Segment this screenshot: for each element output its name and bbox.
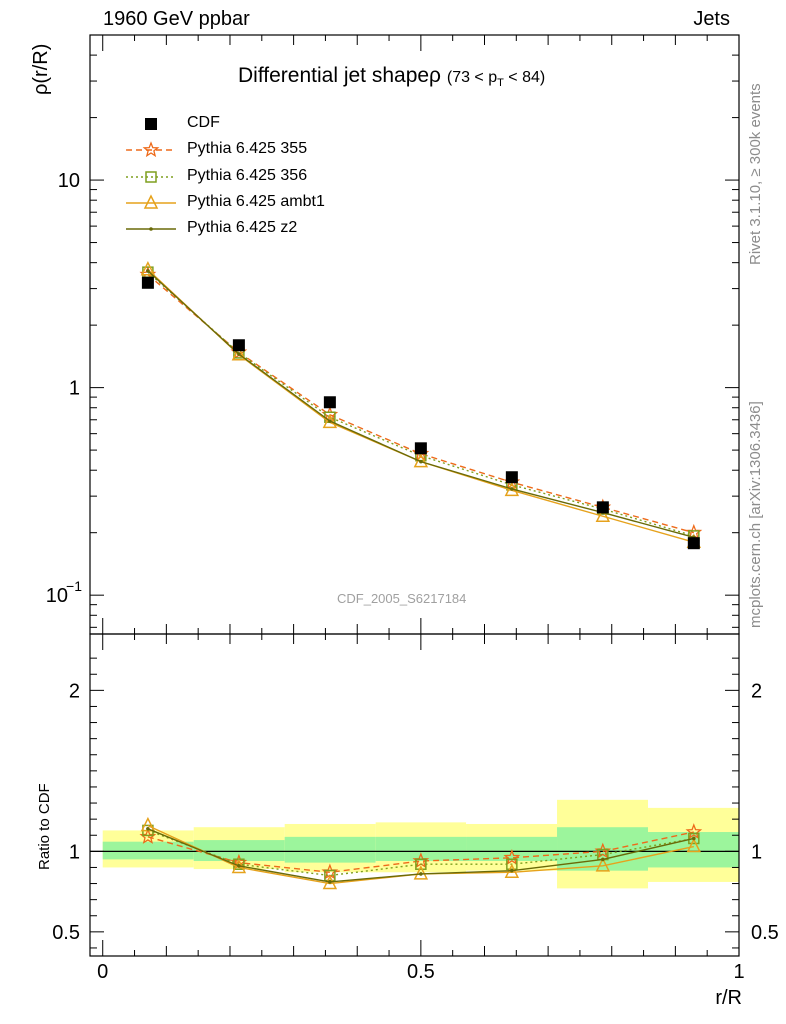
legend-marker-356: [145, 171, 157, 183]
data-point-ambt1: [231, 346, 247, 361]
y-tick-label: 10: [58, 170, 80, 192]
plot-title-main: Differential jet shapeρ: [238, 64, 442, 87]
data-point-CDF: [323, 396, 336, 409]
data-point-z2: [419, 459, 423, 464]
plot-title-range: (73 < pT < 84): [446, 69, 546, 90]
legend-marker-355: [142, 141, 160, 158]
ratio-point-ambt1: [686, 837, 702, 853]
legend-label-355: Pythia 6.425 355: [187, 140, 308, 157]
legend-label-ambt1: Pythia 6.425 ambt1: [187, 193, 325, 210]
series-line-z2: [147, 270, 695, 538]
x-tick-label: 0: [97, 961, 108, 983]
x-tick-label: 0.5: [407, 961, 435, 983]
ratio-point-z2: [419, 872, 423, 876]
ratio-line-356: [147, 829, 694, 877]
series-line-356: [147, 271, 695, 537]
legend-label-cdf: CDF: [187, 114, 220, 131]
legend-marker-z2: [149, 227, 153, 231]
data-point-CDF: [414, 442, 427, 455]
y-tick-label: 10: [46, 585, 68, 607]
data-point-z2: [510, 487, 514, 491]
ratio-tick-label: 2: [69, 680, 80, 702]
data-point-CDF: [232, 339, 245, 352]
legend-marker-ambt1: [143, 194, 159, 209]
rivet-version-note: Rivet 3.1.10, ≥ 300k events: [747, 83, 764, 265]
category-header: Jets: [693, 8, 730, 30]
y-axis-label: ρ(r/R): [30, 43, 52, 95]
ratio-inner-band: [375, 836, 467, 862]
legend-label-356: Pythia 6.425 356: [187, 167, 308, 184]
ratio-tick-label: 0.5: [751, 922, 779, 944]
ratio-inner-band: [466, 836, 558, 862]
y-tick-label: 1: [69, 378, 80, 400]
ratio-point-355: [503, 848, 521, 865]
ratio-inner-band: [102, 841, 194, 860]
ratio-tick-label: 1: [751, 841, 762, 863]
ratio-tick-label: 2: [751, 680, 762, 702]
ratio-point-ambt1: [322, 874, 338, 890]
legend-label-z2: Pythia 6.425 z2: [187, 219, 298, 236]
ratio-axis-label: Ratio to CDF: [36, 783, 53, 870]
ratio-point-z2: [328, 880, 332, 884]
ratio-point-z2: [237, 864, 241, 868]
y-tick-exponent: −1: [66, 578, 82, 594]
ratio-point-ambt1: [413, 865, 429, 880]
data-point-CDF: [596, 501, 609, 514]
data-point-CDF: [687, 537, 700, 550]
ratio-point-355: [685, 823, 703, 840]
ratio-line-355: [147, 831, 694, 873]
ratio-inner-band: [284, 836, 376, 863]
ratio-point-356: [415, 858, 427, 870]
lower-frame: [89, 633, 740, 957]
analysis-watermark: CDF_2005_S6217184: [337, 591, 467, 606]
x-axis-label: r/R: [715, 987, 742, 1009]
ratio-point-z2: [510, 868, 514, 873]
ratio-point-356: [688, 832, 700, 845]
legend-marker-CDF: [145, 118, 157, 130]
data-point-ambt1: [595, 507, 611, 523]
ratio-point-z2: [692, 836, 696, 841]
ratio-point-z2: [601, 857, 605, 862]
plot-title: Differential jet shapeρ (73 < pT < 84): [238, 64, 545, 89]
ratio-point-ambt1: [595, 857, 611, 872]
data-point-z2: [237, 352, 241, 356]
data-point-z2: [328, 419, 332, 423]
ratio-tick-label: 1: [69, 841, 80, 863]
x-tick-label: 1: [733, 961, 744, 983]
ratio-point-z2: [146, 827, 150, 831]
data-point-z2: [146, 269, 150, 273]
data-point-CDF: [141, 276, 154, 289]
series-line-355: [147, 274, 695, 534]
energy-header: 1960 GeV ppbar: [103, 8, 250, 30]
data-point-ambt1: [322, 413, 338, 429]
series-line-ambt1: [147, 269, 695, 543]
mcplots-credit: mcplots.cern.ch [arXiv:1306.3436]: [747, 401, 764, 628]
data-point-ambt1: [140, 261, 156, 276]
ratio-tick-label: 0.5: [52, 922, 80, 944]
data-point-CDF: [505, 471, 518, 484]
